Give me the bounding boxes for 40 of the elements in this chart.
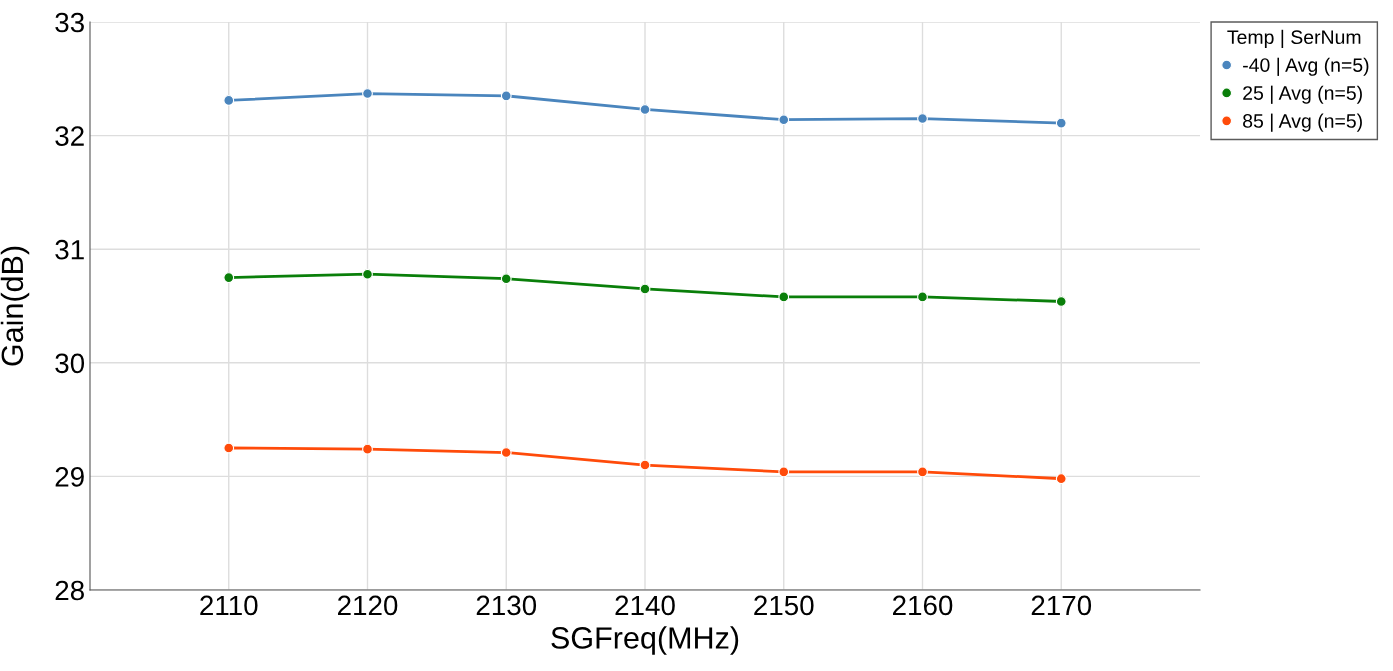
point: [500, 90, 512, 102]
y-tick-label: 32: [55, 126, 84, 146]
y-tick-label: 31: [55, 239, 84, 260]
y-tick-label: 30: [55, 353, 85, 374]
x-tick-label: 2130: [476, 595, 537, 616]
point: [639, 459, 651, 471]
point: [223, 442, 235, 454]
point: [917, 466, 928, 478]
point: [1055, 473, 1067, 485]
point: [778, 466, 790, 478]
point: [639, 283, 651, 295]
x-tick-label: 2150: [754, 595, 814, 616]
x-tick-label: 2160: [893, 595, 953, 616]
x-axis-title: SGFreq(MHz): [551, 626, 739, 655]
y-tick-label: 29: [55, 467, 84, 487]
point: [639, 104, 651, 115]
point: [223, 272, 235, 284]
legend-label: 85 | Avg (n=5): [1243, 113, 1362, 132]
point: [362, 268, 373, 280]
point: [778, 291, 790, 303]
y-tick-label: 33: [55, 12, 84, 33]
point: [1055, 117, 1067, 129]
y-tick-label: 28: [55, 580, 84, 601]
point: [778, 114, 790, 126]
point: [362, 443, 373, 455]
legend-label: -40 | Avg (n=5): [1243, 57, 1369, 76]
x-tick-label: 2110: [200, 595, 258, 616]
legend-title: Temp | SerNum: [1227, 29, 1361, 48]
point: [917, 291, 928, 303]
x-tick-label: 2140: [615, 595, 675, 616]
point: [500, 273, 512, 285]
legend-label: 25 | Avg (n=5): [1243, 85, 1362, 104]
point: [917, 113, 928, 124]
point: [362, 88, 373, 99]
point: [500, 447, 512, 458]
x-tick-label: 2170: [1031, 595, 1092, 616]
point: [1055, 296, 1067, 307]
x-tick-label: 2120: [338, 595, 398, 616]
point: [223, 94, 235, 106]
y-axis-title: Gain(dB): [0, 246, 30, 366]
